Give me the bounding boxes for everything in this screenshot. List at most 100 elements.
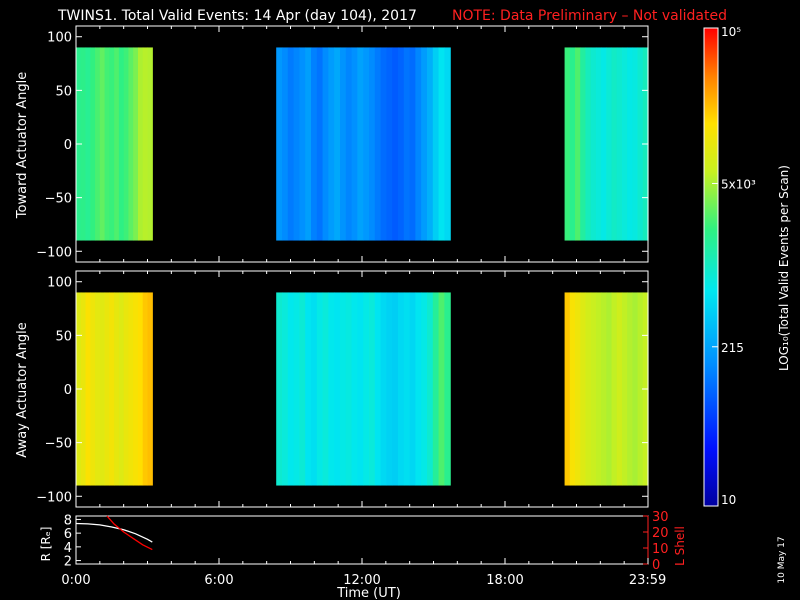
colorbar-tick-label: 5x10³ [721, 177, 756, 191]
heatmap-cell [95, 292, 101, 486]
heatmap-cell [293, 47, 300, 241]
heatmap-cell [80, 292, 87, 486]
colorbar-tick-label: 10⁵ [721, 25, 741, 39]
heatmap-cell [316, 47, 324, 241]
heatmap-cell [616, 292, 623, 486]
colorbar-tick-label: 215 [721, 341, 744, 355]
heatmap-cell [627, 47, 633, 241]
heatmap-cell [282, 47, 289, 241]
heatmap-cell [276, 47, 283, 241]
heatmap-cell [322, 47, 329, 241]
heatmap-cell [368, 292, 376, 486]
heatmap-cell [386, 292, 393, 486]
heatmap-cell [104, 47, 110, 241]
heatmap-cell [80, 47, 87, 241]
heatmap-cell [601, 47, 607, 241]
heatmap-cell [444, 47, 451, 241]
toward-actuator-panel: −100 −50 0 50 100 [36, 25, 649, 263]
radius-line [75, 522, 153, 543]
heatmap-cell [421, 292, 428, 486]
heatmap-cell [137, 47, 144, 241]
heatmap-cell [621, 292, 628, 486]
heatmap-cell [128, 292, 134, 486]
heatmap-cell [444, 292, 451, 486]
heatmap-cell [109, 47, 115, 241]
heatmap-cell [287, 47, 295, 241]
heatmap-cell [432, 292, 440, 486]
heatmap-cell [611, 47, 618, 241]
heatmap-cell [357, 47, 364, 241]
heatmap-cell [386, 47, 393, 241]
heatmap-cell [415, 47, 422, 241]
radius-axis-label: R [Rₑ] [39, 527, 53, 562]
heatmap-cell [299, 292, 306, 486]
heatmap-cell [137, 292, 144, 486]
heatmap-cell [632, 292, 639, 486]
lshell-tick-label: 20 [652, 526, 669, 541]
y-tick-label: 50 [55, 84, 72, 99]
preliminary-note: NOTE: Data Preliminary – Not validated [452, 8, 727, 24]
heatmap-cell [99, 47, 106, 241]
y-tick-label: 100 [47, 276, 72, 291]
colorbar-label: LOG₁₀(Total Valid Events per Scan) [777, 165, 791, 371]
heatmap-cell [392, 47, 399, 241]
heatmap-cell [627, 292, 633, 486]
lshell-axis-label: L Shell [673, 526, 687, 566]
y-tick-label: −50 [45, 437, 72, 452]
heatmap-cell [637, 292, 644, 486]
heatmap-cell [128, 47, 134, 241]
heatmap-cell [632, 47, 639, 241]
heatmap-cell [569, 47, 576, 241]
heatmap-cell [339, 292, 347, 486]
heatmap-cell [374, 47, 382, 241]
heatmap-cell [392, 292, 399, 486]
heatmap-cell [569, 292, 576, 486]
heatmap-cell [133, 292, 139, 486]
heatmap-cell [363, 47, 370, 241]
y-tick-label: 0 [64, 383, 72, 398]
time-tick-label: 12:00 [343, 573, 380, 588]
heatmap-cell [595, 47, 602, 241]
date-stamp: 10 May 17 [777, 536, 787, 583]
heatmap-cell [637, 47, 644, 241]
heatmap-cell [90, 47, 96, 241]
heatmap-cell [595, 292, 602, 486]
heatmap-cell [380, 292, 387, 486]
heatmap-cell [339, 47, 347, 241]
heatmap-cell [147, 292, 153, 486]
heatmap-cell [293, 292, 300, 486]
heatmap-cell [334, 292, 341, 486]
heatmap-cell [438, 47, 445, 241]
heatmap-cell [109, 292, 115, 486]
heatmap-cell [409, 47, 416, 241]
toward-angle-axis-label: Toward Actuator Angle [15, 72, 30, 219]
heatmap-cell [276, 292, 283, 486]
heatmap-cell [133, 47, 139, 241]
heatmap-cell [403, 292, 411, 486]
heatmap-cell [305, 292, 312, 486]
heatmap-cell [585, 47, 592, 241]
colorbar-tick-label: 10 [721, 493, 736, 507]
heatmap-cell [99, 292, 106, 486]
time-tick-label: 6:00 [204, 573, 233, 588]
heatmap-cell [118, 47, 125, 241]
heatmap-cell [328, 292, 335, 486]
heatmap-cell [311, 292, 318, 486]
heatmap-cell [616, 47, 623, 241]
heatmap-cell [316, 292, 324, 486]
heatmap-cell [397, 47, 405, 241]
heatmap-cell [345, 47, 353, 241]
heatmap-cell [85, 47, 91, 241]
time-tick-label: 18:00 [486, 573, 523, 588]
time-tick-label: 23:59 [629, 573, 666, 588]
heatmap-cell [322, 292, 329, 486]
lshell-tick-label: 30 [652, 510, 669, 525]
away-angle-axis-label: Away Actuator Angle [15, 322, 30, 457]
heatmap-cell [85, 292, 91, 486]
heatmap-cell [104, 292, 110, 486]
heatmap-cell [334, 47, 341, 241]
y-tick-label: 100 [47, 31, 72, 46]
heatmap-cell [147, 47, 153, 241]
heatmap-cell [580, 47, 587, 241]
